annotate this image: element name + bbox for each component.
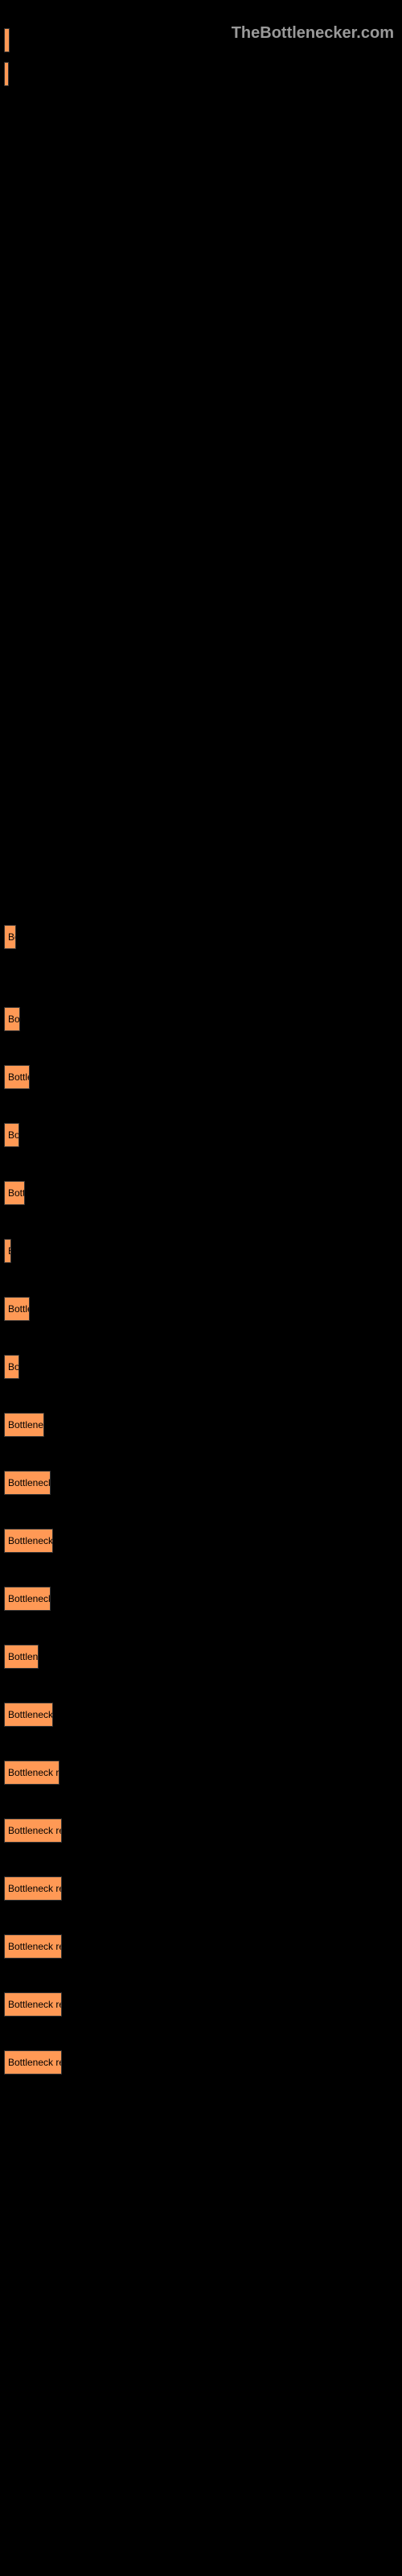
bar-row: B xyxy=(4,1239,398,1263)
result-bar: Bottleneck res xyxy=(4,1587,51,1611)
top-bar-2 xyxy=(4,62,9,86)
bar-row: Bott xyxy=(4,1007,398,1031)
result-bar: Bottlen xyxy=(4,1065,30,1089)
bar-row: Bottleneck result xyxy=(4,1761,398,1785)
result-bar: Bo xyxy=(4,925,16,949)
bar-row: Bo xyxy=(4,925,398,949)
bar-row: Bottleneck result xyxy=(4,1992,398,2017)
bar-row: Bottleneck resu xyxy=(4,1529,398,1553)
bottom-bars-section: Bo Bott Bottlen Bot Bottle B Bottlen Bot… xyxy=(0,921,402,2100)
bar-row: Bottleneck re xyxy=(4,1471,398,1495)
result-bar: Bottleneck resul xyxy=(4,2050,62,2074)
result-bar: Bottleneck xyxy=(4,1645,39,1669)
bar-row: Bottleneck result xyxy=(4,1818,398,1843)
bar-row: Bottleneck xyxy=(4,1645,398,1669)
result-bar: Bottleneck result xyxy=(4,1818,62,1843)
bar-row: Bottleneck resu xyxy=(4,1703,398,1727)
watermark-text: TheBottlenecker.com xyxy=(232,24,394,43)
bar-row: Bottleneck resul xyxy=(4,2050,398,2074)
bar-row: Bottle xyxy=(4,1181,398,1205)
result-bar: Bott xyxy=(4,1007,20,1031)
result-bar: Bottleneck result xyxy=(4,1992,62,2017)
spacing-gap xyxy=(0,116,402,921)
result-bar: Bottleneck result xyxy=(4,1761,59,1785)
bar-row: Bottleneck result xyxy=(4,1934,398,1959)
result-bar: Bottleneck result xyxy=(4,1934,62,1959)
result-bar: B xyxy=(4,1239,11,1263)
result-bar: Bottlen xyxy=(4,1297,30,1321)
result-bar: Bot xyxy=(4,1123,19,1147)
result-bar: Bottleneck re xyxy=(4,1471,51,1495)
bar-row: Bott xyxy=(4,1355,398,1379)
result-bar: Bottleneck result xyxy=(4,1876,62,1901)
bar-row xyxy=(4,62,398,86)
bar-row: Bottleneck res xyxy=(4,1587,398,1611)
result-bar: Bottleneck resu xyxy=(4,1529,53,1553)
result-bar: Bottleneck resu xyxy=(4,1703,53,1727)
bar-row: Bot xyxy=(4,1123,398,1147)
top-bar-1 xyxy=(4,28,10,52)
bar-row: Bottlen xyxy=(4,1065,398,1089)
result-bar: Bott xyxy=(4,1355,19,1379)
bar-row: Bottleneck r xyxy=(4,1413,398,1437)
result-bar: Bottle xyxy=(4,1181,25,1205)
bar-row: Bottlen xyxy=(4,1297,398,1321)
result-bar: Bottleneck r xyxy=(4,1413,44,1437)
bar-row: Bottleneck result xyxy=(4,1876,398,1901)
